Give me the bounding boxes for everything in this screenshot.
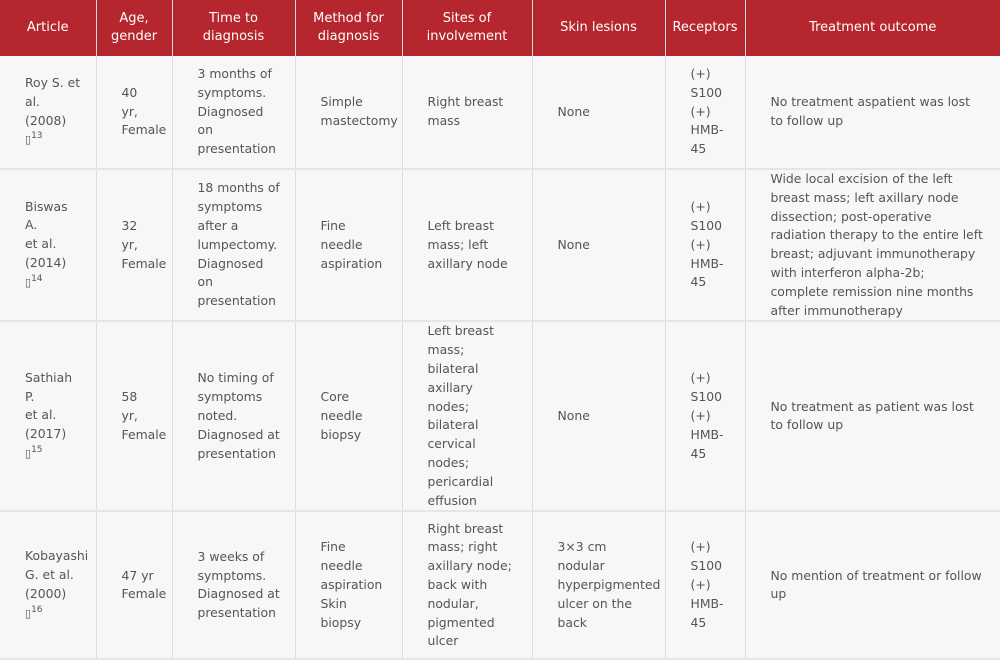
cell-article: Sathiah P. et al. (2017) ▯15 (0, 321, 97, 513)
cell-skin-lesions: 3×3 cm nodular hyperpigmented ulcer on t… (532, 511, 666, 660)
cell-skin-lesions: None (532, 169, 666, 323)
cell-skin-lesions: None (532, 56, 666, 170)
cell-time-to-diagnosis: 18 months of symptoms after a lumpectomy… (172, 169, 296, 323)
reference-link-icon[interactable]: ▯ (25, 606, 32, 620)
cell-sites: Left breast mass; left axillary node (402, 169, 533, 323)
cell-age-gender: 47 yr Female (96, 511, 173, 660)
cell-sites: Right breast mass (402, 56, 533, 170)
cell-receptors: (+) S100 (+) HMB- 45 (665, 56, 746, 170)
cell-outcome: No treatment as patient was lost to foll… (745, 321, 1000, 513)
cell-method: Fine needle aspiration Skin biopsy (295, 511, 403, 660)
cell-receptors: (+) S100 (+) HMB- 45 (665, 169, 746, 323)
reference-number[interactable]: 14 (31, 273, 43, 284)
cell-time-to-diagnosis: No timing of symptoms noted. Diagnosed a… (172, 321, 296, 513)
cell-sites: Right breast mass; right axillary node; … (402, 511, 533, 660)
reference-link-icon[interactable]: ▯ (25, 275, 32, 289)
cell-receptors: (+) S100 (+) HMB- 45 (665, 321, 746, 513)
cell-age-gender: 58 yr, Female (96, 321, 173, 513)
cell-method: Core needle biopsy (295, 321, 403, 513)
header-article: Article (0, 0, 97, 56)
table-row: Biswas A. et al. (2014) ▯14 32 yr, Femal… (0, 169, 1000, 323)
header-outcome: Treatment outcome (745, 0, 1000, 56)
header-sites: Sites of involvement (402, 0, 533, 56)
reference-link-icon[interactable]: ▯ (25, 133, 32, 147)
cell-sites: Left breast mass; bilateral axillary nod… (402, 321, 533, 513)
reference-number[interactable]: 13 (31, 131, 43, 142)
reference-number[interactable]: 15 (31, 444, 43, 455)
cell-time-to-diagnosis: 3 months of symptoms. Diagnosed on prese… (172, 56, 296, 170)
table-row: Roy S. et al. (2008) ▯13 40 yr, Female 3… (0, 56, 1000, 170)
cell-receptors: (+) S100 (+) HMB- 45 (665, 511, 746, 660)
header-age-gender: Age, gender (96, 0, 173, 56)
cell-article: Kobayashi G. et al. (2000) ▯16 (0, 511, 97, 660)
header-method: Method for diagnosis (295, 0, 403, 56)
header-time-to-diagnosis: Time to diagnosis (172, 0, 296, 56)
reference-link-icon[interactable]: ▯ (25, 447, 32, 461)
cell-article: Roy S. et al. (2008) ▯13 (0, 56, 97, 170)
table-row: Sathiah P. et al. (2017) ▯15 58 yr, Fema… (0, 321, 1000, 513)
cell-outcome: No treatment aspatient was lost to follo… (745, 56, 1000, 170)
cell-outcome: Wide local excision of the left breast m… (745, 169, 1000, 323)
cell-outcome: No mention of treatment or follow up (745, 511, 1000, 660)
cell-time-to-diagnosis: 3 weeks of symptoms. Diagnosed at presen… (172, 511, 296, 660)
cell-method: Simple mastectomy (295, 56, 403, 170)
cell-age-gender: 40 yr, Female (96, 56, 173, 170)
cell-method: Fine needle aspiration (295, 169, 403, 323)
cell-age-gender: 32 yr, Female (96, 169, 173, 323)
header-receptors: Receptors (665, 0, 746, 56)
table-row: Kobayashi G. et al. (2000) ▯16 47 yr Fem… (0, 511, 1000, 660)
header-skin-lesions: Skin lesions (532, 0, 666, 56)
reference-number[interactable]: 16 (31, 604, 43, 615)
cell-article: Biswas A. et al. (2014) ▯14 (0, 169, 97, 323)
cell-skin-lesions: None (532, 321, 666, 513)
header-row: Article Age, gender Time to diagnosis Me… (0, 0, 1000, 56)
